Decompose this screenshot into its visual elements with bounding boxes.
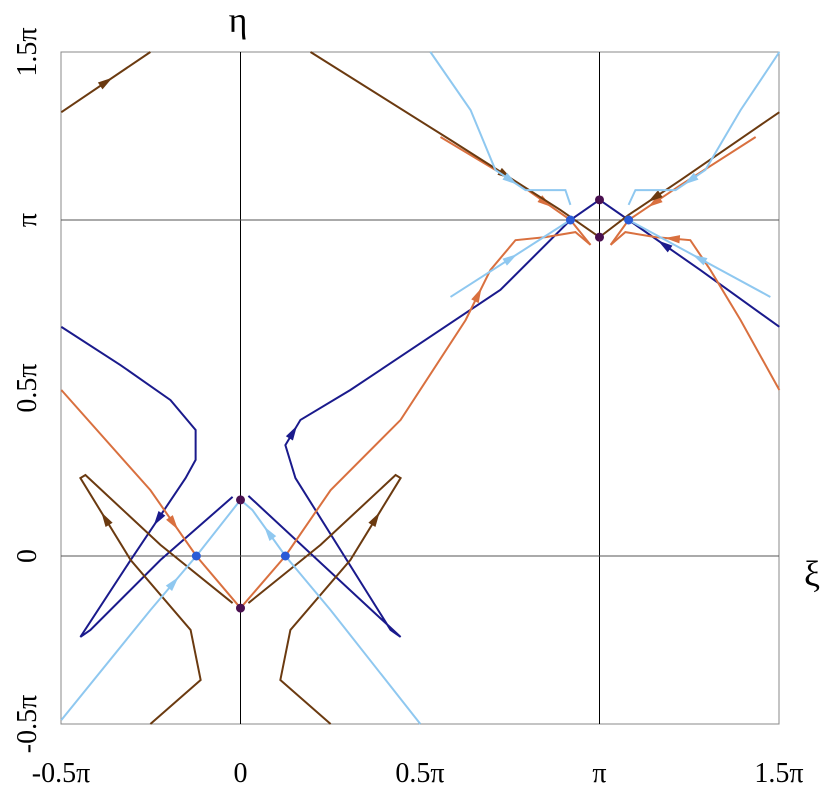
fixed-point (191, 551, 201, 561)
fixed-point (565, 215, 575, 225)
arrow-head (471, 287, 482, 304)
y-tick-label: -0.5π (12, 695, 43, 753)
arrow-head (657, 240, 673, 253)
arrow-head (101, 512, 113, 528)
y-tick-label: π (12, 213, 43, 227)
arrow-head (664, 235, 681, 244)
trajectory (609, 231, 781, 391)
fixed-point (280, 551, 290, 561)
arrow-head (502, 254, 518, 266)
trajectory (79, 473, 234, 725)
y-axis-label: η (229, 0, 248, 40)
x-tick-label: π (592, 758, 606, 789)
trajectory (239, 231, 592, 609)
arrow-head (97, 77, 113, 90)
trajectory (609, 136, 757, 246)
arrow-head (165, 576, 179, 591)
arrow-head (683, 172, 699, 185)
y-tick-label: 0 (12, 549, 43, 563)
trajectory (247, 473, 402, 725)
fixed-point (595, 195, 604, 205)
trajectory (60, 326, 234, 638)
fixed-point (236, 495, 245, 505)
trajectory (60, 499, 242, 721)
arrow-head (285, 425, 298, 441)
y-tick-label: 0.5π (12, 363, 43, 412)
plot-frame (60, 51, 780, 725)
arrow-head (647, 190, 663, 202)
trajectory (60, 389, 242, 609)
fixed-point (236, 603, 245, 613)
trajectory (439, 136, 592, 246)
arrow-head (153, 511, 166, 526)
y-tick-label: 1.5π (12, 27, 43, 76)
x-tick-label: -0.5π (32, 758, 90, 789)
arrow-head (692, 254, 708, 266)
fixed-point (595, 232, 604, 242)
fixed-point (624, 215, 634, 225)
x-axis-label: ξ (804, 554, 820, 594)
trajectory (429, 51, 572, 206)
x-tick-label: 0 (234, 758, 248, 789)
x-tick-label: 1.5π (754, 758, 803, 789)
arrow-head (368, 512, 380, 528)
x-tick-label: 0.5π (395, 758, 444, 789)
arrow-head (502, 172, 518, 185)
trajectory (247, 199, 601, 638)
arrow-head (166, 515, 178, 530)
arrow-head (264, 526, 277, 541)
